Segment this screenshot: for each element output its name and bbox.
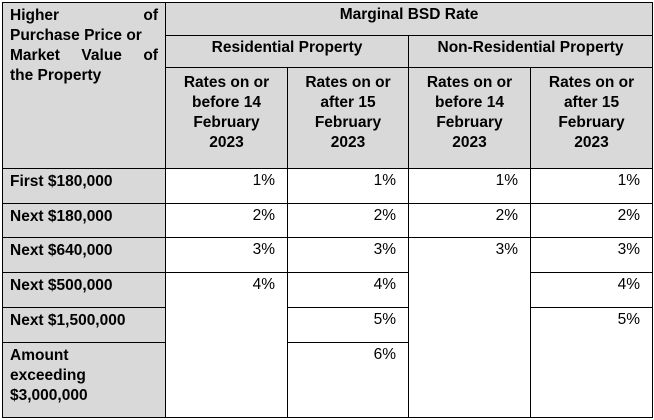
row-label: Next $1,500,000 [2,307,166,343]
rate-cell: 2% [165,203,288,238]
col-res-before: Rates on or before 14 February 2023 [165,67,288,169]
table-row: Next $180,000 2% 2% 2% 2% [2,203,654,238]
table-row: First $180,000 1% 1% 1% 1% [2,168,654,204]
rate-cell: 3% [165,237,288,273]
col-res-after: Rates on or after 15 February 2023 [287,67,409,169]
rate-cell: 2% [408,203,531,238]
rate-cell: 1% [408,168,531,204]
row-label: Next $640,000 [2,237,166,273]
rate-cell: 1% [529,168,654,204]
rate-cell: 5% [529,307,654,418]
residential-header: Residential Property [165,35,409,68]
non-residential-header: Non-Residential Property [407,35,654,68]
corner-line-4: the Property [10,67,102,84]
rate-cell: 2% [287,203,409,238]
rate-cell: 1% [165,168,288,204]
col-nonres-after: Rates on or after 15 February 2023 [529,67,654,169]
row-label: First $180,000 [2,168,166,204]
corner-line-2: Purchase Price or [10,27,142,44]
rate-cell: 2% [529,203,654,238]
corner-line-3: Market Value of [10,47,158,64]
corner-line-1: Higher of [10,7,158,24]
rate-cell: 4% [165,272,288,418]
rate-cell: 5% [287,307,409,343]
rate-cell: 1% [287,168,409,204]
rate-cell: 3% [287,237,409,273]
rate-cell: 6% [287,342,409,418]
corner-header: Higher of Purchase Price or Market Value… [2,2,166,169]
rate-cell: 3% [408,237,531,418]
rate-cell: 3% [529,237,654,273]
table-row: Next $640,000 3% 3% 3% 3% [2,237,654,418]
rate-cell: 4% [287,272,409,308]
marginal-rate-header: Marginal BSD Rate [164,2,654,36]
table-row: Next $1,500,000 5% 5% [2,307,654,418]
table-row: Amount exceeding $3,000,000 6% [2,342,653,418]
row-label: Next $180,000 [2,203,166,238]
col-nonres-before: Rates on or before 14 February 2023 [408,67,531,169]
rate-cell: 4% [529,272,654,308]
table-row: Next $500,000 4% 4% 4% [2,272,654,418]
row-label: Next $500,000 [2,272,166,308]
row-label: Amount exceeding $3,000,000 [2,342,166,418]
